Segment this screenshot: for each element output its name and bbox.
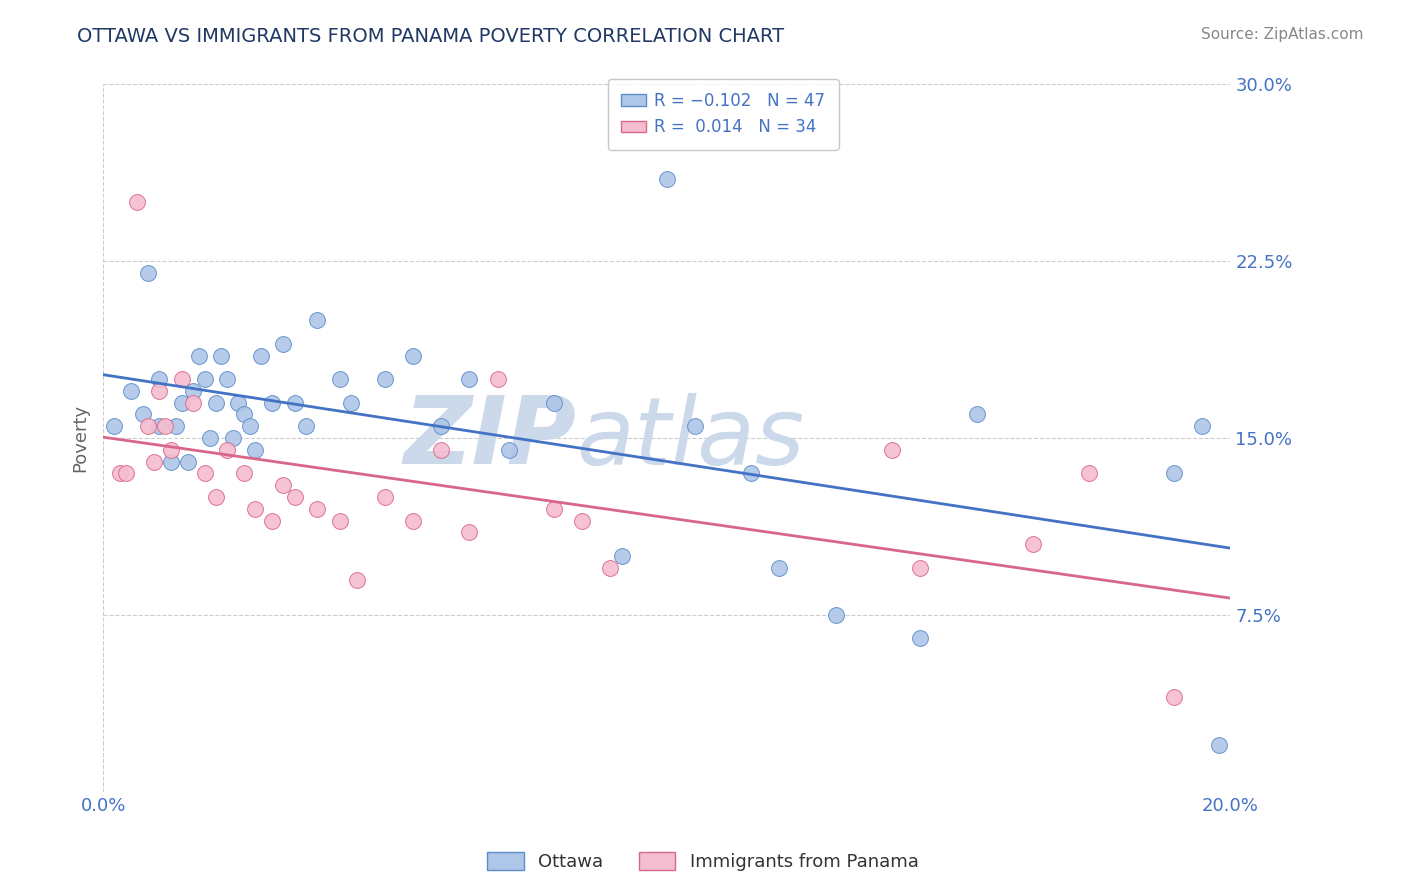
Point xyxy=(165,419,187,434)
Point xyxy=(610,549,633,563)
Point xyxy=(284,490,307,504)
Point xyxy=(148,384,170,398)
Point xyxy=(170,372,193,386)
Point xyxy=(250,349,273,363)
Point xyxy=(571,514,593,528)
Point xyxy=(211,349,233,363)
Point xyxy=(114,467,136,481)
Point xyxy=(543,395,565,409)
Point xyxy=(910,560,932,574)
Point xyxy=(217,372,239,386)
Y-axis label: Poverty: Poverty xyxy=(72,404,89,472)
Point xyxy=(136,266,159,280)
Point xyxy=(683,419,706,434)
Point xyxy=(233,408,256,422)
Point xyxy=(430,442,453,457)
Point xyxy=(1163,467,1185,481)
Point xyxy=(217,442,239,457)
Text: ZIP: ZIP xyxy=(404,392,576,484)
Point xyxy=(205,490,228,504)
Legend: R = −0.102   N = 47, R =  0.014   N = 34: R = −0.102 N = 47, R = 0.014 N = 34 xyxy=(607,78,838,150)
Point xyxy=(458,372,481,386)
Text: OTTAWA VS IMMIGRANTS FROM PANAMA POVERTY CORRELATION CHART: OTTAWA VS IMMIGRANTS FROM PANAMA POVERTY… xyxy=(77,27,785,45)
Text: Source: ZipAtlas.com: Source: ZipAtlas.com xyxy=(1201,27,1364,42)
Point xyxy=(176,455,198,469)
Point xyxy=(1022,537,1045,551)
Point xyxy=(543,501,565,516)
Point xyxy=(307,501,329,516)
Point xyxy=(402,349,425,363)
Point xyxy=(262,514,284,528)
Point xyxy=(430,419,453,434)
Legend: Ottawa, Immigrants from Panama: Ottawa, Immigrants from Panama xyxy=(481,845,925,879)
Point xyxy=(740,467,762,481)
Point xyxy=(402,514,425,528)
Point xyxy=(458,525,481,540)
Point xyxy=(910,632,932,646)
Point xyxy=(142,455,165,469)
Point xyxy=(159,442,181,457)
Text: atlas: atlas xyxy=(576,392,804,483)
Point xyxy=(273,478,295,492)
Point xyxy=(239,419,262,434)
Point xyxy=(329,372,352,386)
Point xyxy=(228,395,250,409)
Point xyxy=(262,395,284,409)
Point xyxy=(1163,690,1185,705)
Point xyxy=(136,419,159,434)
Point xyxy=(273,336,295,351)
Point xyxy=(346,573,368,587)
Point xyxy=(222,431,245,445)
Point xyxy=(159,455,181,469)
Point xyxy=(205,395,228,409)
Point xyxy=(768,560,790,574)
Point xyxy=(194,372,217,386)
Point xyxy=(498,442,520,457)
Point xyxy=(245,501,267,516)
Point xyxy=(374,372,396,386)
Point xyxy=(329,514,352,528)
Point xyxy=(103,419,125,434)
Point xyxy=(148,372,170,386)
Point xyxy=(486,372,509,386)
Point xyxy=(170,395,193,409)
Point xyxy=(131,408,153,422)
Point xyxy=(153,419,176,434)
Point xyxy=(181,395,204,409)
Point xyxy=(1078,467,1101,481)
Point xyxy=(108,467,131,481)
Point xyxy=(599,560,621,574)
Point xyxy=(284,395,307,409)
Point xyxy=(824,607,846,622)
Point xyxy=(374,490,396,504)
Point xyxy=(233,467,256,481)
Point xyxy=(340,395,363,409)
Point xyxy=(1208,738,1230,752)
Point xyxy=(966,408,988,422)
Point xyxy=(245,442,267,457)
Point xyxy=(194,467,217,481)
Point xyxy=(120,384,142,398)
Point xyxy=(125,195,148,210)
Point xyxy=(295,419,318,434)
Point xyxy=(655,171,678,186)
Point xyxy=(148,419,170,434)
Point xyxy=(187,349,209,363)
Point xyxy=(1191,419,1213,434)
Point xyxy=(181,384,204,398)
Point xyxy=(882,442,904,457)
Point xyxy=(200,431,222,445)
Point xyxy=(307,313,329,327)
